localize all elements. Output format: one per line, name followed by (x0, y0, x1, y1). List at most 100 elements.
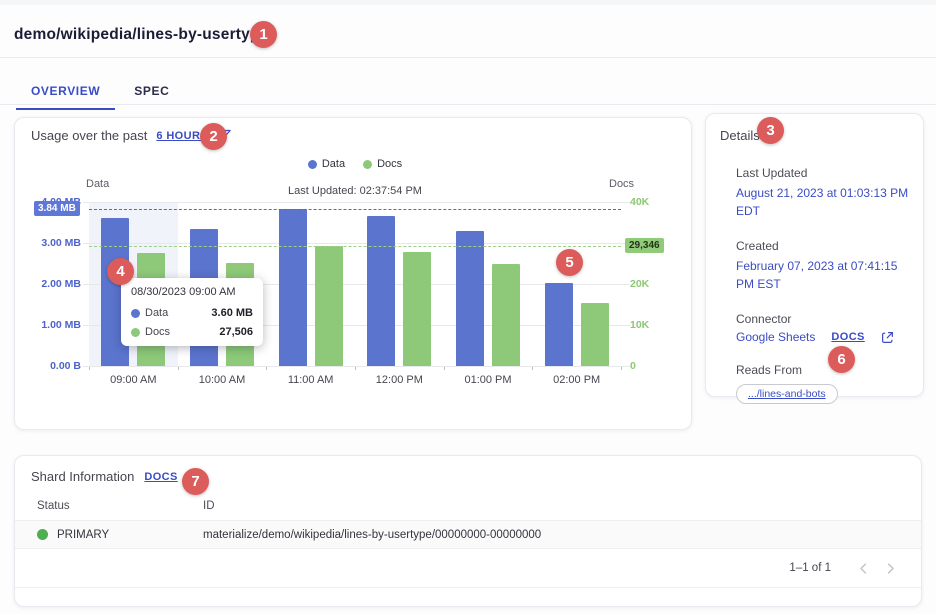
x-axis-tick (532, 366, 534, 370)
x-axis-label: 02:00 PM (553, 374, 601, 386)
connector-label: Connector (736, 312, 792, 326)
x-axis-label: 10:00 AM (198, 374, 246, 386)
legend-item-docs[interactable]: Docs (363, 158, 402, 170)
usage-title: Usage over the past (31, 128, 148, 143)
detail-created: Created February 07, 2023 at 07:41:15 PM… (736, 239, 909, 293)
left-axis-title: Data (86, 178, 110, 190)
chart-gridline (83, 201, 630, 203)
created-value: February 07, 2023 at 07:41:15 PM EST (736, 259, 898, 291)
reads-from-chip[interactable]: .../lines-and-bots (736, 384, 838, 404)
detail-reads-from: Reads From .../lines-and-bots (736, 363, 909, 404)
annotation-badge-1: 1 (250, 21, 277, 48)
top-strip (0, 0, 936, 5)
tooltip-title: 08/30/2023 09:00 AM (131, 286, 236, 298)
shard-information-card: Shard Information DOCS Status ID PRIMARY… (14, 455, 922, 607)
x-axis-tick (621, 366, 622, 370)
x-axis-tick (266, 366, 268, 370)
table-pagination: 1–1 of 1 (15, 549, 921, 588)
connector-docs-link[interactable]: DOCS (831, 331, 865, 343)
max-badge-docs: 29,346 (625, 237, 664, 253)
tabs-divider (0, 104, 936, 105)
y-axis-tick-right: 20K (630, 278, 650, 290)
docs-series-dot-icon (363, 159, 373, 169)
chart-tooltip: 08/30/2023 09:00 AM Data 3.60 MB Docs 27… (121, 278, 263, 346)
annotation-badge-7: 7 (182, 468, 209, 495)
column-header-status: Status (37, 500, 70, 512)
page-title: demo/wikipedia/lines-by-usertype (14, 26, 269, 43)
previous-page-icon[interactable] (854, 559, 872, 577)
details-card: Details Last Updated August 21, 2023 at … (705, 113, 924, 404)
x-axis-label: 01:00 PM (464, 374, 512, 386)
data-series-dot-icon (307, 159, 317, 169)
tooltip-data-label: Data (145, 307, 169, 319)
annotation-badge-5: 5 (556, 249, 583, 276)
column-header-id: ID (203, 500, 215, 512)
x-axis-label: 12:00 PM (375, 374, 423, 386)
tooltip-row-data: Data 3.60 MB (131, 307, 253, 319)
bar-data-12:00 PM[interactable] (367, 215, 396, 366)
last-updated-value: August 21, 2023 at 01:03:13 PM EDT (736, 186, 909, 218)
data-series-dot-icon (131, 308, 140, 318)
x-axis-tick (443, 366, 445, 370)
bar-docs-01:00 PM[interactable] (492, 263, 520, 366)
annotation-badge-3: 3 (757, 117, 784, 144)
annotation-badge-4: 4 (107, 258, 134, 285)
tooltip-data-value: 3.60 MB (211, 307, 253, 319)
x-axis-tick (89, 366, 90, 370)
docs-series-dot-icon (131, 327, 140, 337)
bar-data-01:00 PM[interactable] (456, 231, 484, 366)
y-axis-tick-right: 10K (630, 319, 650, 331)
y-axis-tick-left: 1.00 MB (41, 319, 81, 331)
y-axis-tick-left: 3.00 MB (41, 237, 81, 249)
shard-id: materialize/demo/wikipedia/lines-by-user… (203, 528, 542, 541)
y-axis-tick-right: 0 (630, 360, 636, 372)
x-axis-label: 11:00 AM (287, 374, 334, 386)
time-range-link[interactable]: 6 HOURS (156, 129, 209, 142)
status-dot-icon (37, 529, 48, 540)
bar-docs-02:00 PM[interactable] (580, 302, 609, 366)
pagination-range: 1–1 of 1 (789, 562, 831, 574)
reads-from-link[interactable]: .../lines-and-bots (748, 388, 826, 400)
chart-gridline (83, 242, 630, 244)
tooltip-docs-label: Docs (145, 326, 171, 338)
x-axis-tick (177, 366, 179, 370)
y-axis-tick-left: 0.00 B (50, 360, 81, 372)
bar-data-02:00 PM[interactable] (544, 283, 573, 366)
x-axis-tick (355, 366, 356, 370)
y-axis-tick-left: 2.00 MB (41, 278, 81, 290)
bar-docs-12:00 PM[interactable] (403, 251, 432, 366)
x-axis-label: 09:00 AM (110, 374, 157, 386)
table-row: PRIMARY materialize/demo/wikipedia/lines… (15, 521, 921, 549)
bar-data-11:00 AM[interactable] (278, 208, 307, 366)
bar-docs-11:00 AM[interactable] (314, 245, 343, 366)
created-label: Created (736, 239, 779, 253)
detail-connector: Connector Google Sheets DOCS (736, 312, 909, 344)
legend-item-data[interactable]: Data (307, 158, 346, 170)
y-axis-tick-right: 40K (630, 196, 650, 208)
chart-legend: Data Docs (89, 158, 621, 170)
last-updated-label: Last Updated (736, 166, 808, 180)
max-line-docs (89, 245, 621, 247)
shard-status: PRIMARY (57, 528, 110, 541)
right-axis-title: Docs (609, 178, 635, 190)
max-line-data (89, 208, 621, 210)
details-title: Details (720, 128, 760, 143)
legend-label-data: Data (321, 158, 346, 170)
tab-overview[interactable]: OVERVIEW (14, 76, 117, 110)
external-link-icon[interactable] (881, 331, 894, 344)
detail-last-updated: Last Updated August 21, 2023 at 01:03:13… (736, 166, 909, 220)
chart-gridline (83, 365, 630, 367)
chart-last-updated: Last Updated: 02:37:54 PM (288, 185, 422, 197)
shard-docs-link[interactable]: DOCS (144, 470, 178, 483)
shard-table-header: Status ID (15, 494, 921, 521)
title-divider (0, 57, 936, 58)
tab-spec[interactable]: SPEC (134, 84, 170, 98)
annotation-badge-6: 6 (828, 346, 855, 373)
next-page-icon[interactable] (881, 559, 899, 577)
shard-info-title: Shard Information (31, 469, 135, 484)
chart-gridline (83, 324, 630, 326)
annotation-badge-2: 2 (200, 123, 227, 150)
tooltip-docs-value: 27,506 (219, 326, 253, 338)
reads-from-label: Reads From (736, 363, 803, 377)
